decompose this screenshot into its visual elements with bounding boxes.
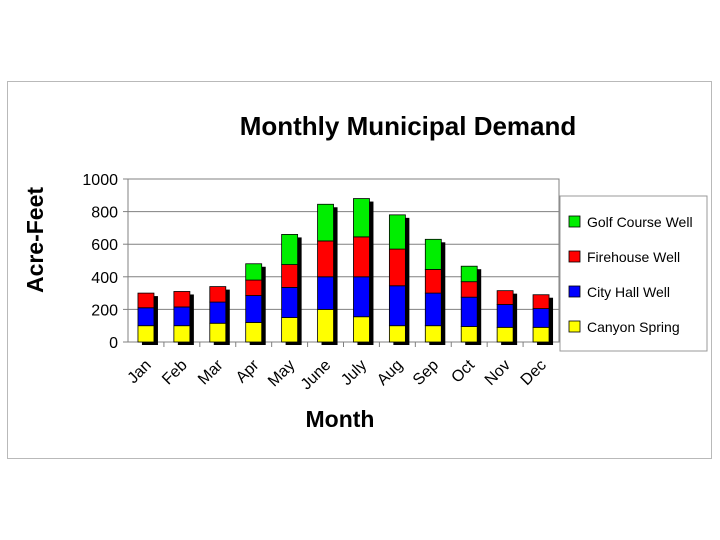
bar-segment (245, 322, 263, 343)
x-axis-title: Month (306, 406, 375, 432)
legend-box (559, 195, 708, 352)
bar-segment (173, 306, 191, 327)
x-tick-label: Nov (482, 357, 514, 389)
legend-swatch (568, 320, 581, 333)
bar-segment (281, 286, 299, 318)
y-tick-label: 400 (91, 270, 118, 287)
chart-frame: Monthly Municipal Demand 0 200 400 600 800 10… (7, 81, 712, 459)
x-tick-label: Jan (125, 357, 155, 387)
x-tick-label: Mar (195, 356, 227, 388)
bars (137, 198, 550, 343)
x-tick-label: May (265, 357, 298, 390)
bar-segment (245, 279, 263, 296)
y-tick-label: 0 (109, 335, 118, 352)
bar-segment (245, 295, 263, 323)
bar-segment (317, 308, 334, 343)
y-tick-label: 1000 (82, 172, 118, 189)
bar-segment (137, 307, 155, 327)
chart-title: Monthly Municipal Demand (240, 111, 577, 141)
bar-segment (317, 276, 334, 310)
plot-area (127, 178, 560, 343)
bar-segment (424, 269, 442, 294)
x-tick-labels: Jan Feb Mar Apr May June July Aug Sep Oct Nov Dec (125, 356, 550, 393)
bar-segment (460, 296, 478, 327)
bar-segment (209, 322, 227, 343)
bar-segment (317, 240, 334, 278)
bar-segment (388, 285, 406, 327)
bar-segment (281, 234, 299, 265)
x-tick-label: Sep (410, 357, 442, 389)
y-tick-label: 600 (91, 237, 118, 254)
bar-segment (496, 290, 514, 305)
bar-segment (388, 214, 406, 250)
y-tick-label: 800 (91, 205, 118, 222)
bar-segment (460, 326, 478, 343)
legend: Golf Course Well Firehouse Well City Hall … (568, 214, 693, 335)
y-tick-label: 200 (91, 302, 118, 319)
bar-segment (460, 265, 478, 283)
chart: Monthly Municipal Demand 0 200 400 600 800 10… (22, 111, 708, 432)
bar-segment (496, 326, 514, 343)
legend-swatch (568, 285, 581, 298)
bar-segment (353, 198, 370, 238)
bar-segment (424, 292, 442, 327)
bar-segment (532, 294, 550, 309)
bar-segment (137, 325, 155, 343)
x-tick-label: June (298, 357, 335, 394)
bar-segment (496, 304, 514, 328)
bar-segment (388, 248, 406, 287)
x-tick-label: Oct (448, 356, 478, 386)
bar-segment (353, 316, 370, 343)
x-tick-label: Feb (159, 357, 191, 389)
legend-label: City Hall Well (587, 284, 670, 300)
bar-segment (532, 308, 550, 328)
legend-label: Canyon Spring (587, 319, 680, 335)
y-tick-labels: 0 200 400 600 800 1000 (82, 172, 118, 352)
bar-segment (173, 291, 191, 308)
legend-label: Firehouse Well (587, 249, 680, 265)
grid-lines (123, 178, 559, 347)
bar-segment (353, 236, 370, 278)
bar-segment (281, 264, 299, 288)
bar-segment (460, 281, 478, 298)
bar-segment (353, 276, 370, 318)
bar-segment (388, 325, 406, 343)
bar-segment (245, 263, 263, 281)
x-tick-label: Apr (233, 356, 263, 386)
legend-swatch (568, 215, 581, 228)
bar-segment (281, 317, 299, 343)
x-tick-label: Aug (374, 357, 406, 389)
bar-segment (209, 286, 227, 303)
x-tick-label: Dec (518, 357, 550, 389)
bar-segment (424, 325, 442, 343)
y-axis-title: Acre-Feet (22, 187, 48, 293)
bar-segment (317, 203, 334, 242)
bar-segment (424, 238, 442, 270)
bar-segment (173, 325, 191, 343)
bar-segment (137, 292, 155, 309)
bar-segment (209, 301, 227, 324)
legend-swatch (568, 250, 581, 263)
bar-segment (532, 326, 550, 343)
x-tick-label: July (338, 357, 370, 389)
legend-label: Golf Course Well (587, 214, 693, 230)
